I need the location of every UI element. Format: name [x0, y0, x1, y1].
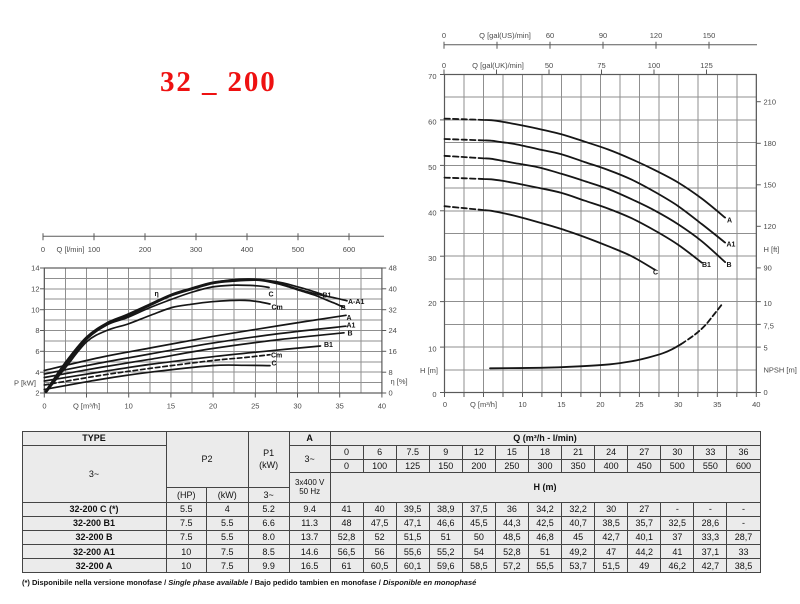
svg-text:H [m]: H [m] [420, 366, 438, 375]
svg-text:B: B [727, 262, 732, 269]
svg-text:A1: A1 [347, 322, 356, 329]
svg-text:A1: A1 [727, 241, 736, 248]
svg-text:30: 30 [293, 402, 301, 411]
svg-text:0: 0 [443, 400, 447, 409]
svg-text:150: 150 [764, 180, 777, 189]
svg-text:NPSH [m]: NPSH [m] [764, 365, 797, 374]
svg-text:30: 30 [428, 254, 436, 263]
svg-text:B: B [348, 330, 353, 337]
svg-text:C: C [272, 361, 277, 368]
svg-text:40: 40 [428, 208, 436, 217]
svg-text:40: 40 [752, 400, 760, 409]
svg-text:35: 35 [713, 400, 721, 409]
svg-text:η: η [155, 291, 159, 298]
svg-text:125: 125 [700, 61, 713, 70]
svg-text:Q [l/min]: Q [l/min] [57, 245, 85, 254]
svg-text:P [kW]: P [kW] [14, 378, 36, 387]
svg-text:15: 15 [557, 400, 565, 409]
svg-text:40: 40 [378, 402, 386, 411]
svg-text:0: 0 [442, 31, 446, 40]
svg-text:16: 16 [389, 347, 397, 356]
svg-text:η [%]: η [%] [391, 377, 408, 386]
svg-text:Q [gal(UK)/min]: Q [gal(UK)/min] [472, 61, 524, 70]
svg-text:A: A [347, 315, 352, 322]
svg-text:180: 180 [764, 139, 777, 148]
svg-text:5: 5 [764, 343, 768, 352]
svg-text:B1: B1 [702, 262, 711, 269]
svg-text:40: 40 [389, 284, 397, 293]
svg-text:25: 25 [251, 402, 259, 411]
svg-text:50: 50 [428, 163, 436, 172]
svg-text:8: 8 [35, 326, 39, 335]
svg-text:7,5: 7,5 [764, 321, 774, 330]
svg-text:12: 12 [31, 284, 39, 293]
svg-text:20: 20 [428, 299, 436, 308]
svg-text:B: B [341, 305, 346, 312]
svg-text:10: 10 [125, 402, 133, 411]
svg-text:50: 50 [545, 61, 553, 70]
svg-text:300: 300 [190, 245, 203, 254]
svg-text:10: 10 [764, 299, 772, 308]
svg-text:100: 100 [648, 61, 661, 70]
svg-text:60: 60 [428, 118, 436, 127]
svg-text:A: A [727, 217, 732, 224]
svg-text:90: 90 [599, 31, 607, 40]
svg-text:60: 60 [546, 31, 554, 40]
svg-text:H [ft]: H [ft] [764, 245, 780, 254]
svg-text:210: 210 [764, 97, 777, 106]
svg-text:B1: B1 [324, 342, 333, 349]
svg-text:10: 10 [428, 345, 436, 354]
svg-text:0: 0 [42, 402, 46, 411]
svg-text:120: 120 [650, 31, 663, 40]
svg-text:25: 25 [635, 400, 643, 409]
svg-text:200: 200 [139, 245, 152, 254]
svg-text:20: 20 [596, 400, 604, 409]
svg-text:2: 2 [35, 389, 39, 398]
svg-text:24: 24 [389, 326, 397, 335]
svg-text:14: 14 [31, 264, 39, 273]
svg-text:10: 10 [518, 400, 526, 409]
svg-text:75: 75 [597, 61, 605, 70]
svg-text:10: 10 [31, 305, 39, 314]
svg-text:500: 500 [292, 245, 305, 254]
svg-text:400: 400 [241, 245, 254, 254]
svg-text:4: 4 [35, 368, 39, 377]
svg-text:C: C [653, 270, 658, 277]
svg-text:A-A1: A-A1 [348, 299, 364, 306]
svg-text:120: 120 [764, 222, 777, 231]
svg-text:Cm: Cm [272, 305, 283, 312]
svg-text:48: 48 [389, 264, 397, 273]
svg-text:20: 20 [209, 402, 217, 411]
svg-text:6: 6 [35, 347, 39, 356]
svg-text:70: 70 [428, 72, 436, 81]
svg-text:Q [gal(US)/min]: Q [gal(US)/min] [479, 31, 531, 40]
svg-text:600: 600 [343, 245, 356, 254]
svg-text:15: 15 [167, 402, 175, 411]
svg-text:Cm: Cm [271, 353, 282, 360]
svg-text:0: 0 [432, 390, 436, 399]
svg-text:150: 150 [703, 31, 716, 40]
svg-text:0: 0 [764, 388, 768, 397]
svg-text:B1: B1 [323, 293, 332, 300]
svg-text:35: 35 [336, 402, 344, 411]
svg-text:0: 0 [41, 245, 45, 254]
svg-text:32: 32 [389, 305, 397, 314]
svg-text:100: 100 [88, 245, 101, 254]
svg-text:90: 90 [764, 264, 772, 273]
svg-text:0: 0 [442, 61, 446, 70]
svg-text:C: C [269, 292, 274, 299]
svg-text:0: 0 [389, 389, 393, 398]
svg-text:Q [m³/h]: Q [m³/h] [470, 400, 497, 409]
svg-text:Q [m³/h]: Q [m³/h] [73, 402, 100, 411]
svg-text:30: 30 [674, 400, 682, 409]
svg-text:8: 8 [389, 368, 393, 377]
